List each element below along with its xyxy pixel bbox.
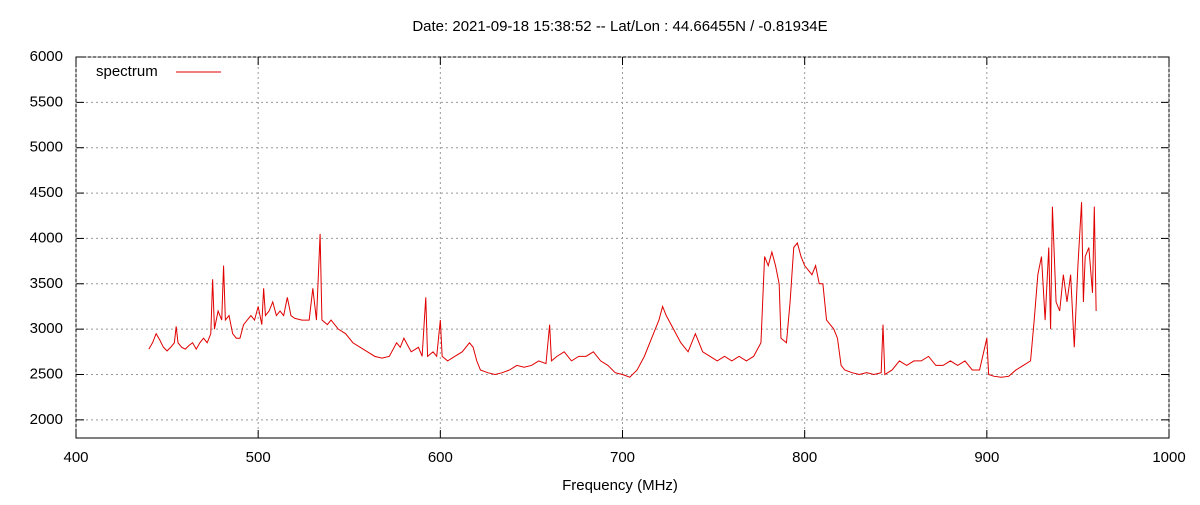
x-tick-label: 1000 [1152,449,1185,466]
y-tick-label: 3500 [30,275,63,292]
x-tick-label: 700 [610,449,635,466]
chart-title: Date: 2021-09-18 15:38:52 -- Lat/Lon : 4… [412,18,827,35]
y-tick-label: 4000 [30,229,63,246]
x-axis-label: Frequency (MHz) [562,477,678,494]
x-tick-label: 400 [63,449,88,466]
x-tick-label: 800 [792,449,817,466]
y-tick-label: 3000 [30,320,63,337]
y-tick-label: 5000 [30,139,63,156]
x-tick-label: 900 [974,449,999,466]
y-tick-label: 4500 [30,184,63,201]
y-tick-label: 6000 [30,48,63,65]
x-tick-label: 500 [246,449,271,466]
x-tick-label: 600 [428,449,453,466]
y-tick-label: 5500 [30,93,63,110]
spectrum-line [148,202,1097,378]
legend-label: spectrum [96,63,158,80]
y-tick-label: 2000 [30,411,63,428]
y-tick-label: 2500 [30,365,63,382]
